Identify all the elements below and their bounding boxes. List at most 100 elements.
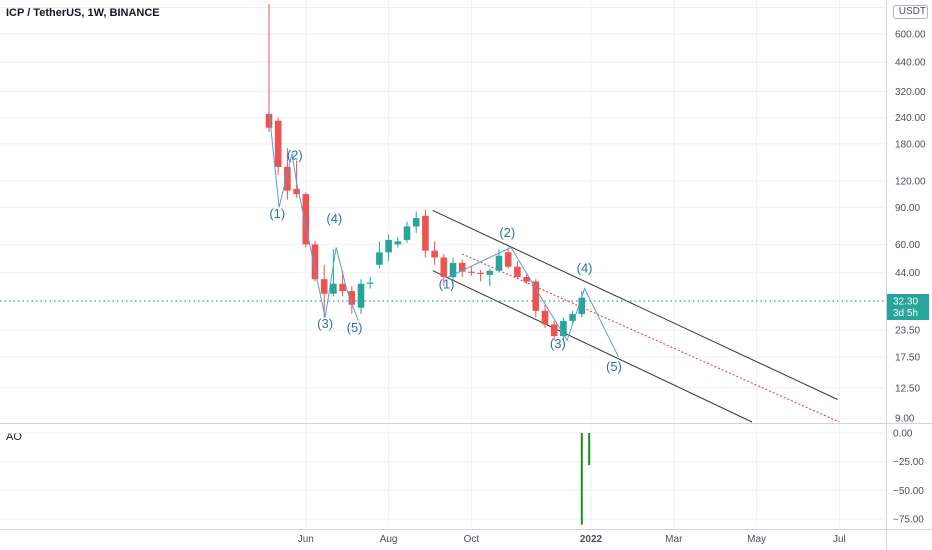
ao-bar (588, 433, 591, 466)
candle-body (412, 218, 420, 227)
candle-body (376, 252, 383, 265)
candle-body (311, 244, 319, 280)
candle-body (339, 283, 346, 292)
candle (458, 259, 466, 277)
candle-body (541, 310, 549, 325)
candle (541, 304, 549, 329)
candle (274, 117, 282, 176)
candle (348, 286, 356, 315)
candlestick-series (265, 4, 586, 341)
candle (532, 279, 540, 318)
price-tick-label: 60.00 (895, 240, 920, 251)
candle (412, 211, 420, 233)
wave-path (448, 246, 620, 358)
candle-body (403, 226, 411, 240)
time-axis: Jun Aug Oct 2022 Mar May Jul (298, 534, 846, 545)
chart-title: ICP / TetherUS, 1W, BINANCE (6, 7, 160, 19)
wave-label: (5) (606, 359, 622, 374)
candle (422, 209, 429, 258)
time-tick-label: Mar (665, 534, 683, 545)
wave-label: (5) (347, 320, 363, 335)
current-price-value: 32.30 (893, 297, 918, 308)
countdown-value: 3d 5h (893, 308, 918, 319)
candle (302, 192, 310, 248)
candle (320, 264, 328, 318)
price-tick-label: 320.00 (895, 87, 926, 98)
candle-body (385, 239, 392, 253)
candle-body (320, 279, 328, 294)
ao-tick-label: −25.00 (893, 457, 924, 468)
candle-body (431, 250, 438, 258)
candle-body (449, 262, 457, 277)
candle-body (302, 194, 310, 245)
price-tick-label: 600.00 (895, 29, 926, 40)
elliott-wave-labels: (1) (2) (3) (4) (5) (1) (2) (3) (4) (5) (269, 147, 622, 374)
candle-body (293, 188, 300, 195)
price-tick-label: 17.50 (895, 353, 920, 364)
price-axis: USDT 600.00 440.00 320.00 240.00 180.00 120.00… (887, 5, 929, 525)
candle-body (477, 272, 484, 274)
trend-channel (432, 209, 840, 423)
candle-body (348, 291, 356, 305)
candle-body (394, 241, 402, 245)
candle-body (458, 262, 466, 272)
candle (366, 276, 374, 289)
candle (550, 320, 558, 341)
time-tick-label: May (747, 534, 766, 545)
candle-body (569, 314, 576, 321)
wave-label: (4) (577, 261, 593, 276)
price-tick-label: 120.00 (895, 177, 926, 188)
currency-label: USDT (899, 6, 926, 17)
time-tick-label: Oct (464, 534, 480, 545)
channel-upper-line (432, 209, 838, 400)
candle-body (550, 324, 558, 337)
candle-body (523, 276, 530, 282)
price-tick-label: 23.50 (895, 326, 920, 337)
candle (330, 249, 337, 297)
candle-body (495, 255, 503, 271)
price-tick-label: 180.00 (895, 139, 926, 150)
candle (504, 247, 512, 269)
candle (311, 241, 319, 282)
candle (560, 317, 567, 341)
price-tick-label: 9.00 (895, 413, 915, 424)
candle (440, 254, 448, 287)
candle (449, 257, 457, 282)
candle-body (422, 215, 429, 251)
wave-label: (4) (326, 211, 342, 226)
candle (376, 241, 383, 269)
price-tick-label: 240.00 (895, 113, 926, 124)
candle-body (330, 283, 337, 294)
wave-label: (2) (287, 147, 303, 162)
candle (403, 221, 411, 243)
candle (486, 268, 494, 287)
ao-bar (580, 433, 583, 525)
candle-body (532, 281, 540, 311)
price-badge-bg (887, 294, 929, 321)
candle (523, 274, 530, 284)
candle-body (284, 166, 291, 191)
candle (293, 160, 300, 198)
candle-body (366, 282, 374, 284)
candle (514, 261, 521, 280)
candle-body (486, 270, 494, 275)
ao-tick-label: −50.00 (893, 486, 924, 497)
currency-box (893, 5, 928, 19)
candle (477, 269, 484, 282)
candle-body (468, 271, 475, 273)
elliott-wave-lines (268, 110, 620, 358)
channel-midline (461, 253, 840, 423)
candle-body (265, 113, 273, 128)
time-tick-label: Jun (298, 534, 314, 545)
candle-body (357, 283, 365, 308)
ao-histogram (580, 433, 591, 525)
candle-body (274, 120, 282, 167)
candle (385, 234, 392, 262)
candle (431, 241, 438, 265)
wave-label: (1) (269, 206, 285, 221)
wave-label: (1) (439, 277, 455, 292)
time-tick-label: Jul (833, 534, 846, 545)
